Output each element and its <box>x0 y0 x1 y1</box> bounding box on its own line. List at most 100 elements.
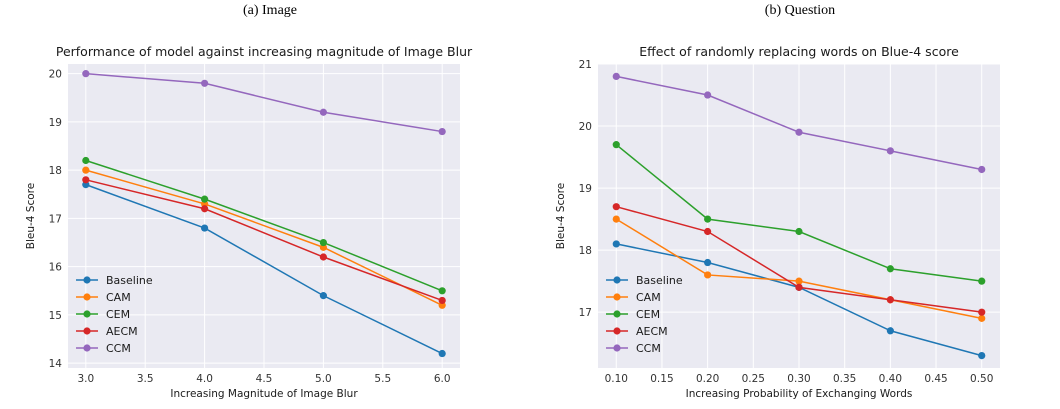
data-point-ccm <box>704 91 712 99</box>
legend-label-cem: CEM <box>636 308 660 321</box>
legend-marker-ccm <box>83 344 91 352</box>
y-tick-label: 17 <box>579 307 592 319</box>
data-point-baseline <box>438 349 446 358</box>
data-point-baseline <box>612 240 620 248</box>
x-tick-label: 0.50 <box>970 373 993 385</box>
data-point-cem <box>978 277 986 285</box>
y-tick-label: 17 <box>49 213 62 225</box>
data-point-cam <box>978 314 986 322</box>
x-tick-label: 0.15 <box>650 373 673 385</box>
legend-marker-cem <box>83 310 91 318</box>
data-point-ccm <box>795 128 803 136</box>
data-point-aecm <box>704 227 712 236</box>
legend-label-aecm: AECM <box>106 325 138 338</box>
data-point-cem <box>319 238 327 247</box>
x-tick-label: 4.0 <box>196 373 213 385</box>
data-point-cam <box>704 271 712 279</box>
series-line-cem <box>85 159 443 292</box>
x-tick-label: 3.5 <box>137 373 154 385</box>
data-point-cem <box>438 287 446 295</box>
legend-marker-aecm <box>613 327 621 335</box>
data-point-cam <box>795 277 803 285</box>
series-line-aecm <box>85 179 443 302</box>
y-tick-label: 15 <box>49 310 62 322</box>
y-tick-label: 14 <box>49 358 63 370</box>
y-tick-label: 18 <box>49 165 62 177</box>
y-tick-label: 20 <box>579 121 592 133</box>
y-tick-label: 20 <box>49 69 62 81</box>
data-point-aecm <box>978 308 986 316</box>
x-axis-label: Increasing Magnitude of Image Blur <box>170 388 358 400</box>
series-line-cam <box>85 169 443 306</box>
legend-marker-cam <box>613 293 621 301</box>
legend-label-cem: CEM <box>106 308 130 321</box>
data-point-aecm <box>795 283 803 291</box>
legend-label-ccm: CCM <box>636 342 661 355</box>
data-point-cem <box>704 215 712 223</box>
legend-label-baseline: Baseline <box>636 274 683 287</box>
data-point-cam <box>82 166 90 174</box>
y-tick-label: 19 <box>49 117 62 129</box>
data-point-cam <box>612 215 620 223</box>
data-point-aecm <box>82 176 90 184</box>
legend-label-baseline: Baseline <box>106 274 153 287</box>
chart-image-blur: 3.0 3.5 4.0 4.5 5.0 5.5 6.0 14 15 16 17 18 19 20 Perfo… <box>25 44 473 400</box>
x-axis-label: Increasing Probability of Exchanging Wor… <box>686 388 913 400</box>
legend-marker-baseline <box>83 276 91 284</box>
data-point-ccm <box>438 127 446 136</box>
x-tick-label: 5.5 <box>374 373 391 385</box>
data-point-ccm <box>319 108 327 116</box>
legend-marker-aecm <box>83 327 91 335</box>
data-point-cem <box>201 195 209 203</box>
y-tick-label: 21 <box>579 59 592 71</box>
data-point-cem <box>82 156 90 165</box>
legend-marker-cem <box>613 310 621 318</box>
y-axis-label: Bleu-4 Score <box>25 183 37 249</box>
legend-marker-cam <box>83 293 91 301</box>
legend-label-cam: CAM <box>636 291 661 304</box>
x-tick-label: 4.5 <box>256 373 273 385</box>
legend-marker-baseline <box>613 276 621 284</box>
y-axis-label: Bleu-4 Score <box>555 183 567 249</box>
data-point-aecm <box>438 296 446 305</box>
data-point-baseline <box>704 258 712 267</box>
data-point-aecm <box>612 203 620 211</box>
caption-a: (a) Image <box>243 3 297 18</box>
data-point-aecm <box>201 205 209 213</box>
y-tick-label: 19 <box>579 183 592 195</box>
data-point-aecm <box>319 253 327 261</box>
legend-label-cam: CAM <box>106 291 131 304</box>
data-point-ccm <box>978 165 986 174</box>
legend-label-ccm: CCM <box>106 342 131 355</box>
x-tick-label: 3.0 <box>77 373 94 385</box>
data-point-baseline <box>201 224 209 232</box>
x-tick-label: 0.20 <box>696 373 719 385</box>
data-point-ccm <box>82 70 90 78</box>
x-tick-label: 0.35 <box>833 373 856 385</box>
data-point-aecm <box>886 296 894 304</box>
data-point-baseline <box>319 292 327 300</box>
data-point-cem <box>886 265 894 273</box>
x-tick-label: 0.25 <box>742 373 765 385</box>
y-tick-label: 18 <box>579 245 592 257</box>
data-point-cem <box>612 141 620 149</box>
data-point-ccm <box>201 79 209 87</box>
caption-b: (b) Question <box>765 3 835 18</box>
x-tick-label: 0.10 <box>605 373 628 385</box>
x-tick-label: 0.40 <box>879 373 902 385</box>
legend-marker-ccm <box>613 344 621 352</box>
data-point-baseline <box>886 327 894 335</box>
series-line-ccm <box>85 72 443 133</box>
chart-title: Effect of randomly replacing words on Bl… <box>639 44 959 59</box>
data-point-cem <box>795 227 803 236</box>
chart-title: Performance of model against increasing … <box>56 44 473 59</box>
x-tick-label: 5.0 <box>315 373 332 385</box>
series-line-baseline <box>85 183 443 355</box>
x-tick-label: 6.0 <box>434 373 451 385</box>
data-point-ccm <box>886 147 894 155</box>
data-point-baseline <box>978 351 986 360</box>
x-tick-label: 0.45 <box>924 373 947 385</box>
y-tick-label: 16 <box>49 262 63 274</box>
x-tick-label: 0.30 <box>787 373 810 385</box>
